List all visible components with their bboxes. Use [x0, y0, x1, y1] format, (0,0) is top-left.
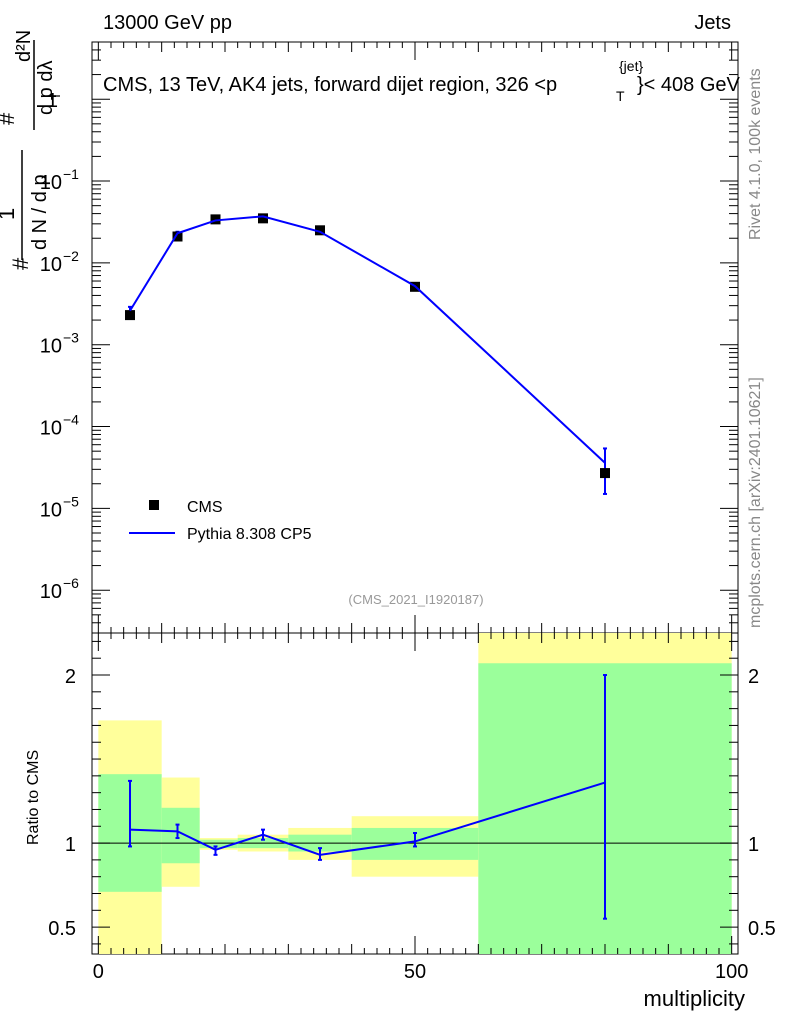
band-stat-uncertainty — [161, 807, 200, 864]
title-end: }< 408 GeV — [637, 74, 741, 96]
main-y-tick-label: 10 — [40, 254, 62, 276]
main-y-tick-exponent: −5 — [63, 493, 79, 509]
mcplots-label: mcplots.cern.ch [arXiv:2401.10621] — [747, 377, 764, 628]
cms-data-point — [258, 213, 268, 224]
x-axis-label: multiplicity — [644, 986, 745, 1011]
mc-line — [129, 215, 606, 464]
ratio-y-tick-label-right: 0.5 — [748, 918, 776, 940]
cms-data-point — [125, 310, 135, 321]
main-plot-frame — [91, 41, 739, 634]
x-tick-label: 50 — [404, 961, 426, 983]
svg-text:d²N: d²N — [13, 30, 35, 62]
legend-cms-marker — [149, 500, 159, 510]
main-y-tick-exponent: −6 — [63, 575, 79, 591]
ratio-y-tick-label-right: 1 — [748, 834, 759, 856]
main-y-tick-label: 10 — [40, 581, 62, 603]
ratio-y-tick-label: 1 — [65, 834, 76, 856]
ratio-y-tick-label: 2 — [65, 666, 76, 688]
title-sup: {jet} — [619, 58, 643, 74]
main-y-tick-exponent: −1 — [63, 166, 79, 182]
title-sub: T — [616, 88, 625, 104]
ratio-y-tick-label: 0.5 — [48, 918, 76, 940]
main-series — [125, 213, 610, 495]
legend-mc-label: Pythia 8.308 CP5 — [187, 526, 312, 543]
main-y-tick-label: 10 — [40, 336, 62, 358]
ratio-y-tick-label-right: 2 — [748, 666, 759, 688]
legend-cms-label: CMS — [187, 499, 223, 516]
ratio-y-axis-label: Ratio to CMS — [25, 750, 42, 845]
ratio-series — [128, 674, 607, 920]
main-y-tick-exponent: −2 — [63, 248, 79, 264]
main-y-tick-label: 10 — [40, 172, 62, 194]
main-y-ticks: 110−110−210−310−410−510−6 — [40, 41, 738, 634]
main-x-ticks — [97, 42, 733, 633]
legend: CMS Pythia 8.308 CP5 — [129, 499, 312, 543]
x-tick-label: 0 — [93, 961, 104, 983]
svg-text:d N / d p: d N / d p — [29, 174, 51, 250]
analysis-watermark: (CMS_2021_I1920187) — [348, 592, 483, 607]
band-stat-uncertainty — [199, 839, 238, 849]
main-y-tick-exponent: −4 — [63, 412, 79, 428]
plot-title: CMS, 13 TeV, AK4 jets, forward dijet reg… — [103, 58, 741, 104]
rivet-version-label: Rivet 4.1.0, 100k events — [747, 68, 764, 240]
main-y-tick-label: 10 — [40, 418, 62, 440]
main-y-tick-label: 10 — [40, 499, 62, 521]
svg-text:#: # — [8, 257, 33, 270]
header-right: Jets — [694, 12, 731, 34]
cms-data-point — [600, 468, 610, 479]
cms-data-point — [172, 231, 183, 242]
ratio-x-ticks: 0 50 100 — [93, 633, 748, 983]
cms-data-point — [210, 214, 221, 225]
x-tick-label: 100 — [715, 961, 748, 983]
ratio-line — [129, 781, 606, 856]
svg-text:#: # — [0, 112, 19, 125]
main-y-tick-label: 1 — [47, 90, 58, 112]
svg-text:1: 1 — [0, 208, 19, 220]
header-left: 13000 GeV pp — [103, 12, 232, 34]
ratio-y-ticks: 0.5 0.5 1 1 2 2 — [48, 640, 776, 945]
main-y-tick-exponent: −3 — [63, 330, 79, 346]
cms-data-point — [315, 225, 325, 236]
title-main: CMS, 13 TeV, AK4 jets, forward dijet reg… — [103, 74, 557, 96]
ratio-uncertainty-bands — [98, 633, 732, 954]
svg-text:T: T — [48, 92, 63, 100]
y-axis-label: # 1 d N / d p # d²N d p dλ T — [0, 30, 63, 270]
svg-text:d p dλ: d p dλ — [35, 61, 57, 115]
